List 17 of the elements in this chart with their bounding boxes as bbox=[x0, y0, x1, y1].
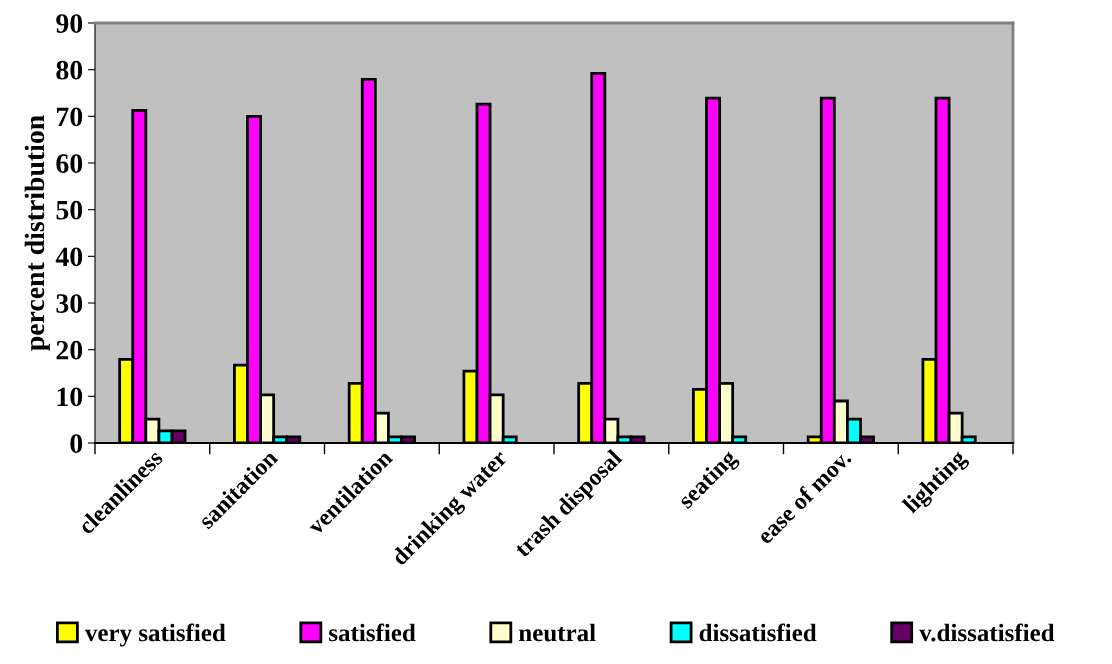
y-tick-label: 10 bbox=[57, 387, 83, 407]
legend-label: dissatisfied bbox=[699, 623, 817, 642]
legend-label: satisfied bbox=[329, 623, 416, 642]
y-tick-label: 0 bbox=[70, 434, 83, 453]
y-tick-label: 20 bbox=[56, 340, 83, 360]
legend-label: v.dissatisfied bbox=[919, 623, 1055, 642]
y-tick-label: 50 bbox=[56, 200, 83, 220]
y-tick-label: 60 bbox=[56, 154, 83, 173]
y-tick-label: 90 bbox=[56, 14, 83, 33]
y-tick-label: 30 bbox=[56, 294, 83, 313]
y-axis-title: percent distribution bbox=[24, 115, 50, 351]
y-tick-label: 70 bbox=[57, 107, 83, 127]
y-tick-label: 80 bbox=[56, 60, 83, 80]
legend-label: neutral bbox=[518, 623, 596, 642]
y-tick-label: 40 bbox=[55, 247, 83, 267]
x-tick-label: ease of mov. bbox=[755, 448, 852, 545]
legend-label: very satisfied bbox=[84, 623, 226, 647]
